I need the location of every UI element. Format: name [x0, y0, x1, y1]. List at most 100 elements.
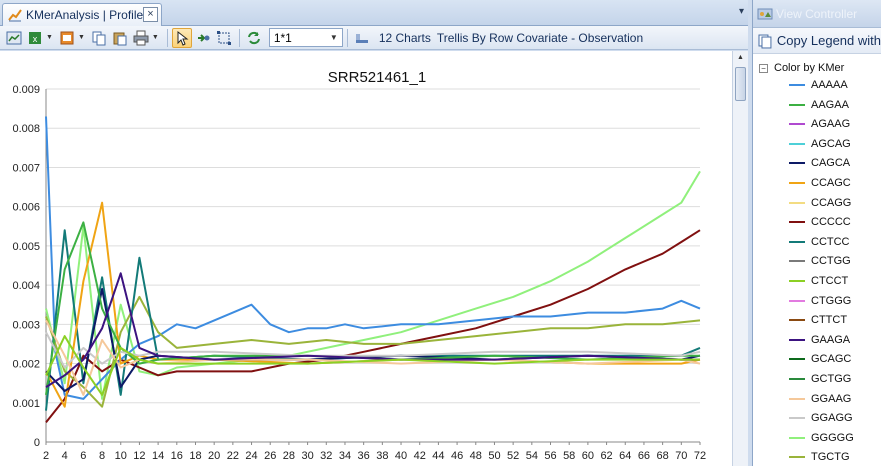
copy-legend-icon: [758, 34, 772, 48]
legend-item[interactable]: CTGGG: [789, 291, 851, 311]
document-tab-strip: KMerAnalysis | Profile × ▾: [0, 0, 750, 26]
svg-text:x: x: [33, 34, 38, 44]
chart-count-label[interactable]: 12 Charts: [378, 30, 431, 45]
x-tick-label: 14: [152, 450, 164, 462]
add-tool-button[interactable]: [193, 28, 213, 48]
panel-splitter[interactable]: [748, 0, 752, 466]
x-tick-label: 8: [99, 450, 105, 462]
series-line-gaaga[interactable]: [45, 272, 700, 388]
fit-tool-button[interactable]: [214, 28, 234, 48]
toolbar-separator: [238, 28, 240, 47]
scroll-thumb[interactable]: [735, 67, 746, 101]
chart-panel[interactable]: SRR521461_1 0 0.001 0.002 0.003 0.004 0.005 0.…: [0, 51, 732, 466]
toolbar-separator: [346, 28, 348, 47]
legend-label: CCTGG: [811, 255, 851, 268]
legend-label: AAAAA: [811, 79, 848, 91]
chevron-down-icon: ▼: [329, 33, 338, 42]
close-tab-button[interactable]: ×: [143, 7, 158, 22]
x-tick-label: 42: [414, 450, 426, 462]
excel-dropdown-icon[interactable]: ▼: [46, 34, 53, 41]
view-controller-icon: [757, 8, 773, 19]
legend-label: CTTCT: [811, 314, 848, 327]
series-line-cctcc[interactable]: [45, 229, 701, 411]
legend-item[interactable]: CAGCA: [789, 153, 850, 173]
image-button[interactable]: [57, 28, 77, 48]
paste-button[interactable]: [110, 28, 130, 48]
excel-icon: x: [29, 31, 41, 44]
refresh-button[interactable]: [244, 28, 264, 48]
x-tick-label: 50: [488, 450, 500, 462]
collapse-icon[interactable]: −: [759, 63, 768, 73]
x-tick-label: 60: [582, 450, 594, 462]
tab-overflow-icon[interactable]: ▾: [738, 6, 744, 17]
legend-item[interactable]: CCCCC: [789, 212, 851, 232]
legend-label: GGAAG: [811, 392, 852, 405]
series-line-ctcct[interactable]: [45, 335, 700, 396]
x-tick-label: 30: [301, 450, 313, 462]
legend-item[interactable]: AGAAG: [789, 114, 850, 134]
copy-button[interactable]: [89, 28, 109, 48]
legend-group-label: Color by KMer: [774, 62, 845, 74]
legend-label: CCAGC: [811, 177, 851, 189]
x-tick-label: 38: [376, 450, 388, 462]
panel-title: View Controller: [776, 6, 858, 21]
x-tick-label: 40: [395, 450, 407, 462]
legend-item[interactable]: GGAAG: [789, 389, 851, 409]
y-tick-label: 0.004: [12, 280, 40, 292]
legend-item[interactable]: AGCAG: [789, 134, 851, 154]
legend-swatch: [789, 319, 805, 322]
tab-kmer-analysis-profile[interactable]: KMerAnalysis | Profile ×: [2, 3, 162, 26]
legend-item[interactable]: GGAGG: [789, 408, 853, 428]
properties-button[interactable]: [352, 28, 372, 48]
legend-item[interactable]: AAAAA: [789, 75, 848, 95]
x-tick-label: 44: [432, 450, 444, 462]
trellis-label[interactable]: Trellis By Row Covariate - Observation: [436, 30, 644, 45]
legend-item[interactable]: CTTCT: [789, 310, 847, 330]
legend-swatch: [789, 417, 805, 420]
export-button[interactable]: [4, 28, 24, 48]
excel-button[interactable]: x: [25, 28, 45, 48]
legend-item[interactable]: TGCTG: [789, 447, 850, 466]
x-tick-label: 68: [657, 450, 669, 462]
copy-icon: [92, 31, 106, 45]
pointer-tool-button[interactable]: [171, 27, 192, 48]
legend-group-header[interactable]: − Color by KMer: [753, 59, 881, 77]
print-dropdown-icon[interactable]: ▼: [151, 34, 159, 41]
legend-label: CAGCA: [811, 157, 851, 170]
legend-item[interactable]: GCAGC: [789, 349, 851, 369]
legend-item[interactable]: GGGGG: [789, 428, 854, 448]
legend-item[interactable]: CCAGG: [789, 193, 851, 213]
legend-item[interactable]: CCTGG: [789, 251, 851, 271]
x-tick-label: 54: [526, 450, 538, 462]
legend-item[interactable]: CCTCC: [789, 232, 850, 252]
legend-swatch: [789, 221, 805, 224]
legend-item[interactable]: CCAGC: [789, 173, 851, 193]
copy-legend-button[interactable]: Copy Legend with: [753, 28, 881, 54]
chart-doc-icon: [8, 9, 22, 22]
image-dropdown-icon[interactable]: ▼: [77, 34, 85, 41]
legend-swatch: [789, 182, 805, 184]
legend-item[interactable]: CTCCT: [789, 271, 848, 291]
line-chart[interactable]: SRR521461_1 0 0.001 0.002 0.003 0.004 0.005 0.…: [0, 51, 732, 466]
chart-vertical-scrollbar[interactable]: ▲: [732, 51, 748, 466]
x-tick-label: 16: [171, 450, 183, 462]
legend-item[interactable]: AAGAA: [789, 95, 849, 115]
zoom-select[interactable]: 1*1 ▼: [268, 28, 343, 47]
scroll-up-icon[interactable]: ▲: [737, 54, 744, 61]
legend-swatch: [789, 358, 805, 361]
x-tick-label: 66: [638, 450, 650, 462]
series-line-ggaag[interactable]: [45, 319, 701, 396]
x-tick-label: 28: [283, 450, 295, 462]
legend-label: CCAGG: [811, 196, 852, 209]
legend-swatch: [789, 378, 805, 380]
print-button[interactable]: [131, 28, 151, 48]
legend-item[interactable]: GCTGG: [789, 369, 851, 389]
y-tick-label: 0.007: [12, 162, 40, 174]
series-line-ggagg[interactable]: [45, 331, 701, 369]
legend-label: AGCAG: [811, 137, 851, 150]
legend-label: GAAGA: [811, 333, 851, 346]
x-tick-label: 72: [694, 450, 706, 462]
chart-axes: 0 0.001 0.002 0.003 0.004 0.005 0.006 0.007 0.00…: [12, 84, 706, 462]
legend-swatch: [789, 123, 805, 126]
legend-item[interactable]: GAAGA: [789, 330, 850, 350]
